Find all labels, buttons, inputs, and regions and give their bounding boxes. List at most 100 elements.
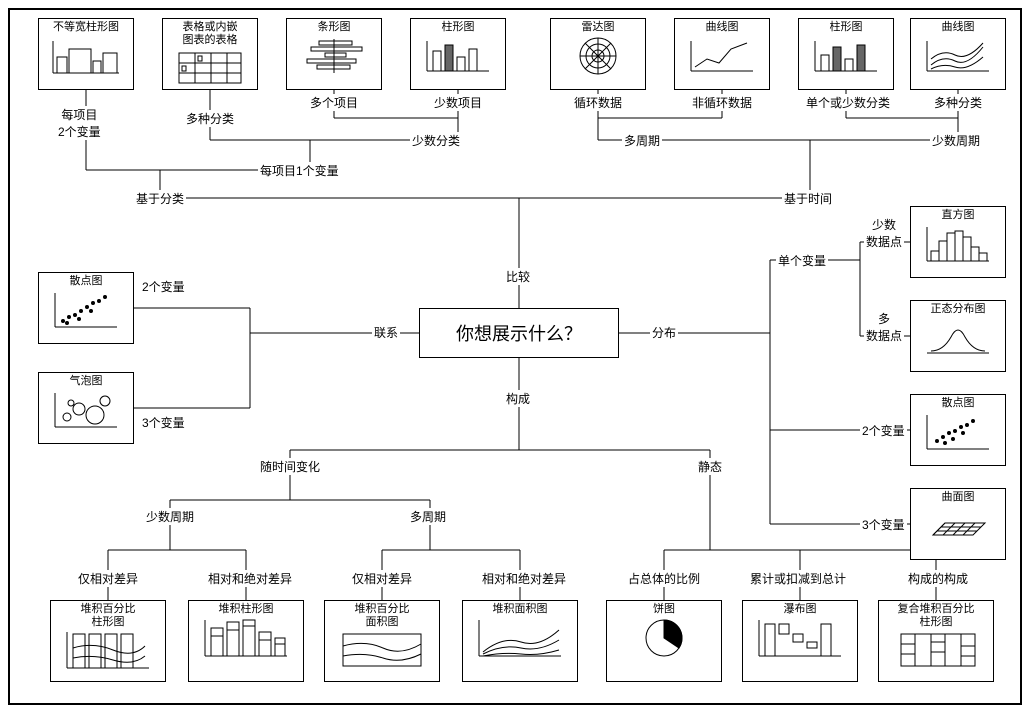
stack-col-icon (191, 617, 301, 659)
card-title: 气泡图 (41, 375, 131, 389)
card-title: 瀑布图 (745, 603, 855, 617)
scatter-icon (41, 289, 131, 331)
card-title: 堆积百分比 面积图 (327, 603, 437, 629)
scatter2-icon (913, 411, 1003, 453)
card-title: 堆积百分比 柱形图 (53, 603, 163, 629)
lbl-fewcat: 少数分类 (410, 132, 462, 149)
branch-relate: 联系 (372, 324, 400, 341)
card-title: 雷达图 (553, 21, 643, 35)
histogram-icon (913, 223, 1003, 265)
lbl-3vars: 3个变量 (140, 414, 187, 431)
lbl-multiperiod2: 多周期 (408, 508, 448, 525)
waterfall-icon (745, 617, 855, 659)
center-question: 你想展示什么？ (419, 308, 619, 358)
card-title: 复合堆积百分比 柱形图 (881, 603, 991, 629)
card-histogram: 直方图 (910, 206, 1006, 278)
multiline-icon (913, 35, 1003, 77)
lbl-overtime: 随时间变化 (258, 458, 322, 475)
card-radar: 雷达图 (550, 18, 646, 90)
lbl-noncyclic: 非循环数据 (690, 94, 754, 111)
card-col-v: 柱形图 (410, 18, 506, 90)
stack-area-icon (465, 617, 575, 659)
card-compound-pct: 复合堆积百分比 柱形图 (878, 600, 994, 682)
card-surface: 曲面图 (910, 488, 1006, 560)
lbl-relabs2: 相对和绝对差异 (480, 570, 568, 587)
stack-pct-col-icon (53, 629, 163, 671)
lbl-per2: 每项目 2个变量 (56, 106, 103, 140)
card-pie: 饼图 (606, 600, 722, 682)
card-line1: 曲线图 (674, 18, 770, 90)
chart-chooser-diagram: 你想展示什么？ 比较 联系 分布 构成 基于分类 基于时间 每项目 2个变量 每… (8, 8, 1022, 705)
lbl-multiitems: 多个项目 (308, 94, 360, 111)
lbl-fewperiod2: 少数周期 (144, 508, 196, 525)
lbl-cyclic: 循环数据 (572, 94, 624, 111)
lbl-based-category: 基于分类 (134, 190, 186, 207)
pie-icon (609, 617, 719, 659)
surface-icon (913, 505, 1003, 547)
card-title: 曲线图 (913, 21, 1003, 35)
center-text: 你想展示什么？ (456, 320, 582, 346)
card-varwidth-col: 不等宽柱形图 (38, 18, 134, 90)
compound-pct-icon (881, 629, 991, 671)
card-stack-area: 堆积面积图 (462, 600, 578, 682)
card-title: 柱形图 (413, 21, 503, 35)
card-title: 散点图 (41, 275, 131, 289)
radar-icon (553, 35, 643, 77)
card-col-v2: 柱形图 (798, 18, 894, 90)
lbl-ratio: 占总体的比例 (626, 570, 702, 587)
lbl-relabs: 相对和绝对差异 (206, 570, 294, 587)
bubble-icon (41, 389, 131, 431)
card-title: 曲面图 (913, 491, 1003, 505)
card-title: 曲线图 (677, 21, 767, 35)
card-table-embed: 表格或内嵌 图表的表格 (162, 18, 258, 90)
card-title: 散点图 (913, 397, 1003, 411)
card-title: 直方图 (913, 209, 1003, 223)
card-line2: 曲线图 (910, 18, 1006, 90)
lbl-2vars-d: 2个变量 (860, 422, 907, 439)
lbl-compcomp: 构成的构成 (906, 570, 970, 587)
varwidth-col-icon (41, 35, 131, 77)
card-title: 条形图 (289, 21, 379, 35)
lbl-fewperiod: 少数周期 (930, 132, 982, 149)
card-scatter2: 散点图 (910, 394, 1006, 466)
card-title: 正态分布图 (913, 303, 1003, 317)
line-icon (677, 35, 767, 77)
lbl-fewpoints: 少数 数据点 (864, 216, 904, 250)
card-scatter: 散点图 (38, 272, 134, 344)
lbl-relonly: 仅相对差异 (76, 570, 140, 587)
card-title: 堆积柱形图 (191, 603, 301, 617)
card-stack-pct-col: 堆积百分比 柱形图 (50, 600, 166, 682)
card-bar-h: 条形图 (286, 18, 382, 90)
lbl-multiperiod: 多周期 (622, 132, 662, 149)
branch-compose: 构成 (504, 390, 532, 407)
card-title: 不等宽柱形图 (41, 21, 131, 35)
table-icon (165, 47, 255, 89)
lbl-cum: 累计或扣减到总计 (748, 570, 848, 587)
branch-compare: 比较 (504, 268, 532, 285)
lbl-per1: 每项目1个变量 (258, 162, 341, 179)
lbl-static: 静态 (696, 458, 724, 475)
lbl-multicat: 多种分类 (184, 110, 236, 127)
card-stack-col: 堆积柱形图 (188, 600, 304, 682)
lbl-singlefewcat: 单个或少数分类 (804, 94, 892, 111)
card-bubble: 气泡图 (38, 372, 134, 444)
hbar-icon (289, 35, 379, 77)
stack-pct-area-icon (327, 629, 437, 671)
col-icon (413, 35, 503, 77)
card-title: 表格或内嵌 图表的表格 (165, 21, 255, 47)
card-waterfall: 瀑布图 (742, 600, 858, 682)
card-title: 柱形图 (801, 21, 891, 35)
card-normal: 正态分布图 (910, 300, 1006, 372)
lbl-relonly2: 仅相对差异 (350, 570, 414, 587)
branch-distribute: 分布 (650, 324, 678, 341)
col2-icon (801, 35, 891, 77)
card-stack-pct-area: 堆积百分比 面积图 (324, 600, 440, 682)
lbl-singlevar: 单个变量 (776, 252, 828, 269)
card-title: 堆积面积图 (465, 603, 575, 617)
lbl-2vars: 2个变量 (140, 278, 187, 295)
lbl-based-time: 基于时间 (782, 190, 834, 207)
lbl-3vars-d: 3个变量 (860, 516, 907, 533)
lbl-manycat: 多种分类 (932, 94, 984, 111)
lbl-manypoints: 多 数据点 (864, 310, 904, 344)
normal-icon (913, 317, 1003, 359)
